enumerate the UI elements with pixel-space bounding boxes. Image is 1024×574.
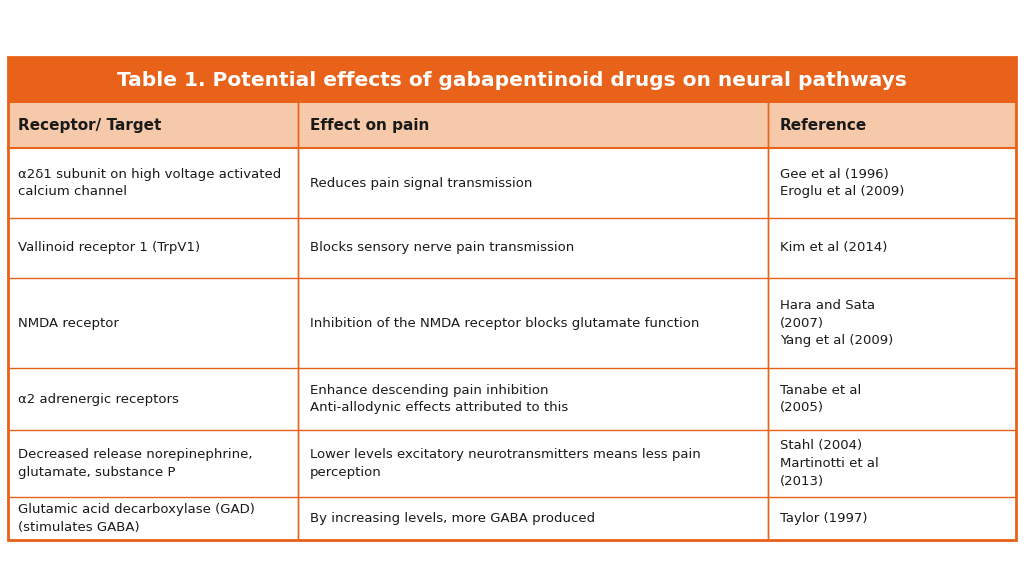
Text: Reference: Reference <box>780 118 867 133</box>
Text: Table 1. Potential effects of gabapentinoid drugs on neural pathways: Table 1. Potential effects of gabapentin… <box>117 71 907 90</box>
Bar <box>8 103 1016 148</box>
Text: Hara and Sata
(2007)
Yang et al (2009): Hara and Sata (2007) Yang et al (2009) <box>780 299 893 347</box>
Text: Taylor (1997): Taylor (1997) <box>780 512 867 525</box>
Text: Decreased release norepinephrine,
glutamate, substance P: Decreased release norepinephrine, glutam… <box>18 448 253 479</box>
Text: Kim et al (2014): Kim et al (2014) <box>780 242 888 254</box>
Text: Vallinoid receptor 1 (TrpV1): Vallinoid receptor 1 (TrpV1) <box>18 242 200 254</box>
Text: Blocks sensory nerve pain transmission: Blocks sensory nerve pain transmission <box>310 242 574 254</box>
Text: Stahl (2004)
Martinotti et al
(2013): Stahl (2004) Martinotti et al (2013) <box>780 440 879 487</box>
Bar <box>8 57 1016 540</box>
Text: By increasing levels, more GABA produced: By increasing levels, more GABA produced <box>310 512 595 525</box>
Text: Gee et al (1996)
Eroglu et al (2009): Gee et al (1996) Eroglu et al (2009) <box>780 168 904 198</box>
Text: Glutamic acid decarboxylase (GAD)
(stimulates GABA): Glutamic acid decarboxylase (GAD) (stimu… <box>18 503 255 534</box>
Bar <box>8 103 1016 540</box>
Text: Table 1. Potential effects of gabapentinoid drugs on neural pathways: Table 1. Potential effects of gabapentin… <box>117 71 907 90</box>
Text: Receptor/ Target: Receptor/ Target <box>18 118 162 133</box>
Text: α2 adrenergic receptors: α2 adrenergic receptors <box>18 393 179 405</box>
Text: NMDA receptor: NMDA receptor <box>18 316 119 329</box>
Bar <box>8 57 1016 103</box>
Text: α2δ1 subunit on high voltage activated
calcium channel: α2δ1 subunit on high voltage activated c… <box>18 168 282 198</box>
Text: Effect on pain: Effect on pain <box>310 118 429 133</box>
Bar <box>8 57 1016 103</box>
Text: Reduces pain signal transmission: Reduces pain signal transmission <box>310 176 532 189</box>
Text: Enhance descending pain inhibition
Anti-allodynic effects attributed to this: Enhance descending pain inhibition Anti-… <box>310 384 568 414</box>
Text: Table 1. Potential effects of gabapentinoid drugs on neural pathways: Table 1. Potential effects of gabapentin… <box>117 71 907 90</box>
Text: Inhibition of the NMDA receptor blocks glutamate function: Inhibition of the NMDA receptor blocks g… <box>310 316 699 329</box>
Bar <box>8 103 1016 148</box>
Text: Tanabe et al
(2005): Tanabe et al (2005) <box>780 384 861 414</box>
Text: Lower levels excitatory neurotransmitters means less pain
perception: Lower levels excitatory neurotransmitter… <box>310 448 700 479</box>
